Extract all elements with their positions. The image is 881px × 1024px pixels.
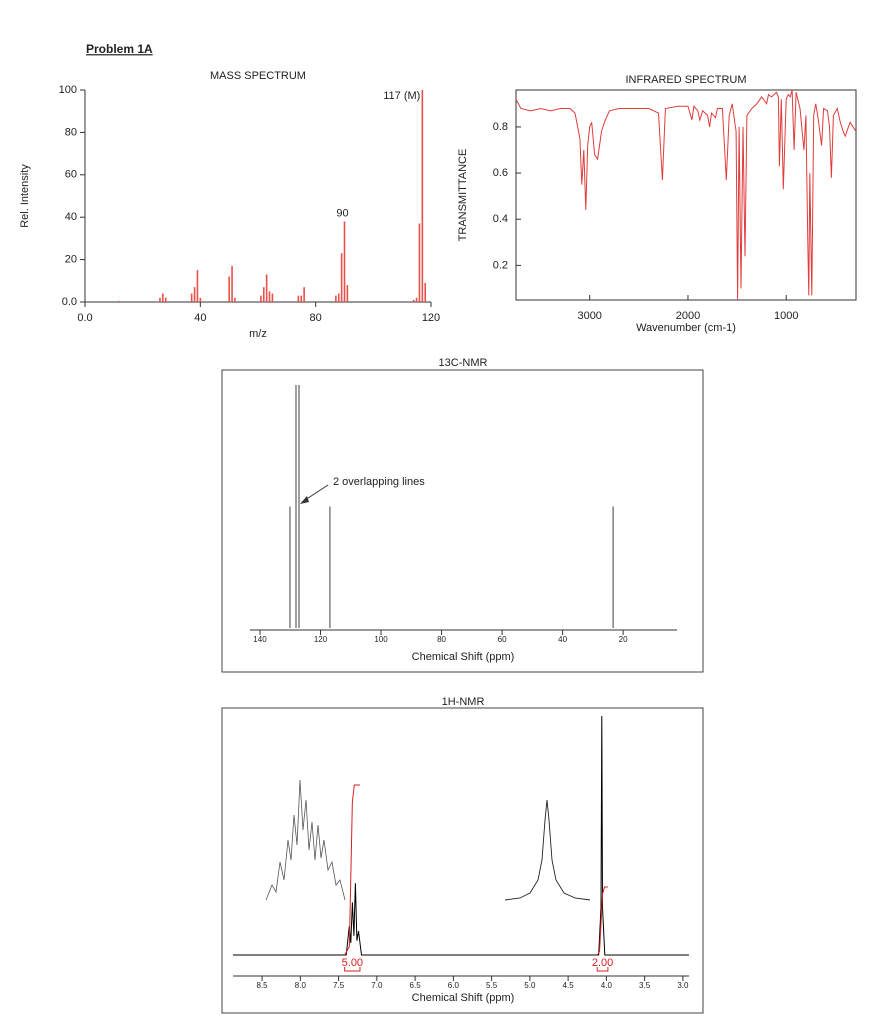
x-tick-label: 0.0 [77, 312, 92, 324]
peak-annotation: 117 (M) [383, 90, 420, 102]
x-tick-label: 7.5 [333, 981, 345, 990]
x-tick-label: 8.0 [295, 981, 307, 990]
plot-frame [515, 89, 857, 301]
chart-title: 13C-NMR [439, 357, 488, 369]
x-tick-label: 6.0 [448, 981, 460, 990]
spectrum-line [233, 715, 689, 956]
x-axis-label: m/z [249, 328, 267, 340]
integral-label: 5.00 [342, 957, 363, 969]
y-tick-label: 0.2 [493, 259, 508, 271]
x-tick-label: 120 [314, 635, 328, 644]
x-tick-label: 5.0 [524, 981, 536, 990]
x-tick-label: 120 [422, 312, 440, 324]
x-tick-label: 20 [619, 635, 628, 644]
x-tick-label: 80 [310, 312, 322, 324]
x-axis-label: Chemical Shift (ppm) [412, 992, 515, 1004]
chart-title: MASS SPECTRUM [210, 70, 306, 82]
x-tick-label: 1000 [774, 310, 798, 322]
x-tick-label: 3.0 [677, 981, 689, 990]
annotation: 2 overlapping lines [333, 476, 425, 488]
x-tick-label: 140 [253, 635, 267, 644]
integral-bracket [344, 967, 361, 972]
y-tick-label: 0.8 [493, 121, 508, 133]
spectrum-line [515, 89, 857, 301]
x-tick-label: 40 [558, 635, 567, 644]
x-tick-label: 100 [374, 635, 388, 644]
x-tick-label: 3.5 [639, 981, 651, 990]
aromatic-inset [265, 779, 346, 901]
y-tick-label: 80 [65, 126, 77, 138]
integral-bracket [596, 967, 609, 972]
chart-title: INFRARED SPECTRUM [625, 74, 746, 86]
h1-frame [221, 707, 704, 1014]
y-tick-label: 0.0 [62, 296, 77, 308]
x-tick-label: 6.5 [410, 981, 422, 990]
x-tick-label: 3000 [577, 310, 601, 322]
x-tick-label: 5.5 [486, 981, 498, 990]
x-tick-label: 4.0 [601, 981, 613, 990]
c13-frame [221, 369, 704, 673]
chart-title: 1H-NMR [442, 696, 485, 708]
peak-annotation: 90 [336, 207, 348, 219]
x-tick-label: 40 [194, 312, 206, 324]
x-axis-label: Chemical Shift (ppm) [412, 651, 515, 663]
y-tick-label: 0.4 [493, 213, 508, 225]
integral-curve [596, 886, 608, 956]
y-tick-label: 40 [65, 211, 77, 223]
x-tick-label: 4.5 [563, 981, 575, 990]
y-tick-label: 20 [65, 254, 77, 266]
y-axis-label: TRANSMITTANCE [457, 149, 469, 242]
arrow-head [300, 496, 309, 504]
heading: Problem 1A [86, 42, 153, 56]
x-tick-label: 60 [498, 635, 507, 644]
y-tick-label: 0.6 [493, 167, 508, 179]
integral-label: 2.00 [592, 957, 613, 969]
y-tick-label: 60 [65, 169, 77, 181]
x-tick-label: 7.0 [371, 981, 383, 990]
x-tick-label: 80 [437, 635, 446, 644]
x-axis-label: Wavenumber (cm-1) [636, 322, 736, 334]
integral-curve [344, 784, 361, 956]
x-tick-label: 2000 [676, 310, 700, 322]
y-axis-label: Rel. Intensity [19, 164, 31, 228]
x-tick-label: 8.5 [257, 981, 269, 990]
y-tick-label: 100 [59, 84, 77, 96]
singlet-inset [504, 799, 591, 901]
